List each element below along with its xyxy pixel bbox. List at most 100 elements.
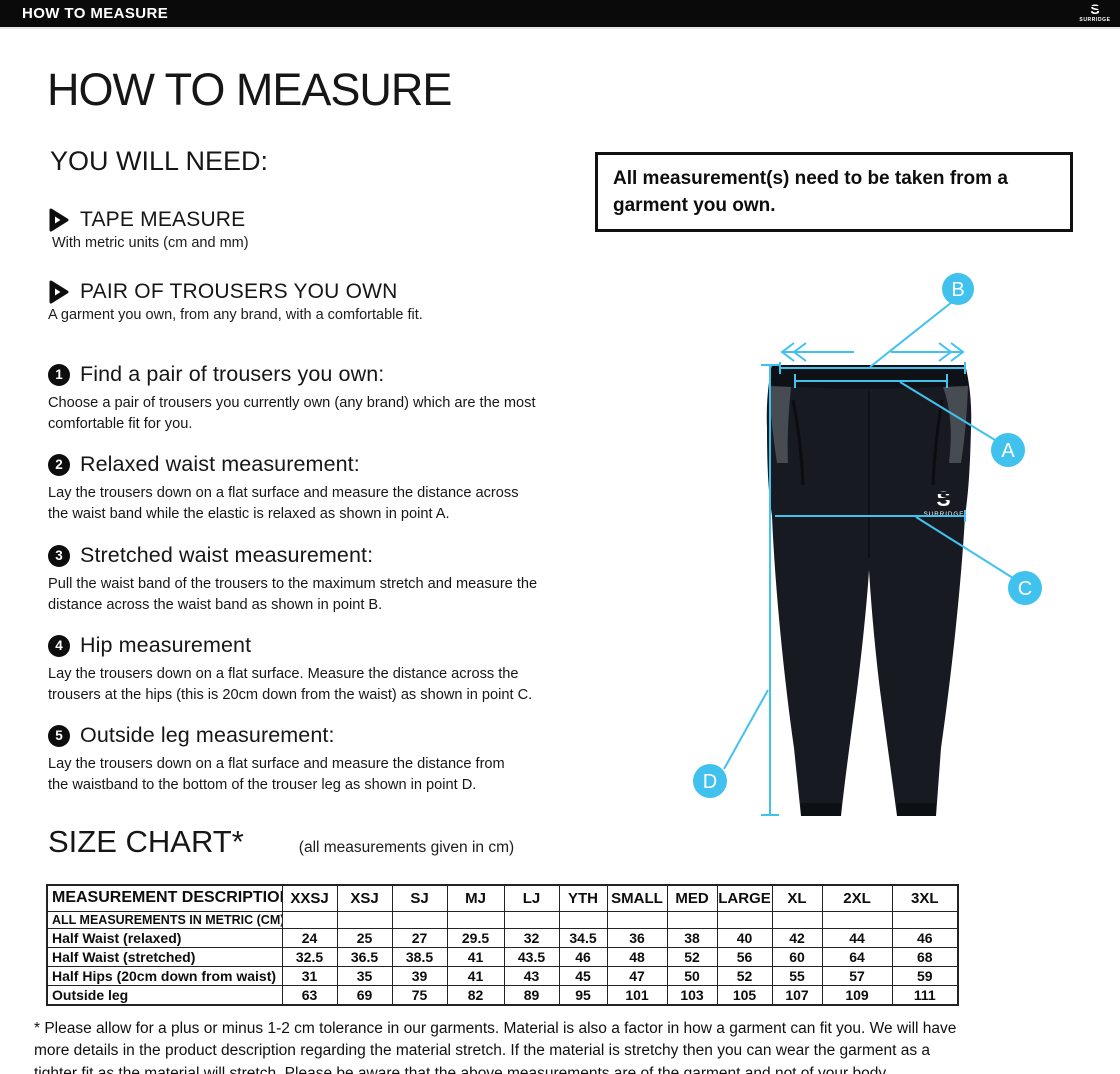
size-chart-header-row: MEASUREMENT DESCRIPTION XXSJ XSJ SJ MJ LJ YTH S…: [46, 884, 959, 912]
trousers-side-panel-right: [943, 386, 968, 463]
step-title: Hip measurement: [80, 633, 252, 657]
step-3: 3 Stretched waist measurement: Pull the w…: [48, 543, 568, 617]
play-triangle-icon: [49, 208, 69, 232]
column-header-size: LARGE: [716, 884, 773, 912]
empty-cell: [281, 910, 338, 929]
measurement-value: 46: [558, 946, 608, 967]
trousers-side-panel-left: [769, 386, 791, 463]
trousers-measurement-diagram: S SURRIDGE: [693, 273, 1042, 816]
measurement-annotations: [723, 301, 1014, 816]
step-2: 2 Relaxed waist measurement: Lay the trou…: [48, 452, 568, 526]
step-title: Stretched waist measurement:: [80, 543, 374, 567]
measurement-value: 48: [606, 946, 668, 967]
svg-text:D: D: [703, 771, 717, 793]
top-bar-title: HOW TO MEASURE: [22, 5, 169, 22]
column-header-size: XL: [771, 884, 823, 912]
measurement-value: 95: [558, 984, 608, 1005]
empty-cell: [716, 910, 773, 929]
column-header-size: LJ: [503, 884, 560, 912]
step-number-badge: 5: [48, 724, 70, 747]
measurement-value: 25: [336, 927, 393, 948]
measurement-value: 27: [391, 927, 448, 948]
measurement-value: 57: [821, 965, 893, 986]
page-title: HOW TO MEASURE: [47, 64, 452, 115]
measurement-value: 52: [666, 946, 718, 967]
empty-cell: [558, 910, 608, 929]
measurement-value: 63: [281, 984, 338, 1005]
step-title: Find a pair of trousers you own:: [80, 362, 385, 386]
need-item-tape-measure: TAPE MEASURE With metric units (cm and m…: [48, 208, 249, 251]
table-row: Outside leg 63 69 75 82 89 95 101 103 105 107 109 11…: [46, 984, 959, 1005]
empty-cell: [606, 910, 668, 929]
column-header-size: YTH: [558, 884, 608, 912]
column-header-size: XSJ: [336, 884, 393, 912]
measurement-value: 101: [606, 984, 668, 1005]
row-label: Outside leg: [46, 984, 283, 1005]
point-b-marker: B: [942, 273, 974, 305]
measurement-value: 36: [606, 927, 668, 948]
column-header-size: 3XL: [891, 884, 959, 912]
step-description: Choose a pair of trousers you currently …: [48, 395, 536, 433]
column-header-description: MEASUREMENT DESCRIPTION: [46, 884, 283, 912]
measurement-value: 82: [446, 984, 505, 1005]
row-label: Half Hips (20cm down from waist): [46, 965, 283, 986]
row-label: Half Waist (stretched): [46, 946, 283, 967]
surridge-s-icon: S: [1078, 2, 1112, 16]
point-a-marker: A: [991, 433, 1025, 467]
measurement-value: 43: [503, 965, 560, 986]
step-description: Lay the trousers down on a flat surface …: [48, 756, 505, 794]
empty-cell: [666, 910, 718, 929]
measurement-value: 75: [391, 984, 448, 1005]
empty-cell: [891, 910, 959, 929]
measurement-value: 52: [716, 965, 773, 986]
measurement-value: 39: [391, 965, 448, 986]
measurement-note-box: All measurement(s) need to be taken from…: [595, 152, 1073, 232]
table-row: Half Hips (20cm down from waist) 31 35 39 41…: [46, 965, 959, 986]
need-item-description: With metric units (cm and mm): [52, 235, 249, 251]
surridge-logo: S SURRIDGE: [1078, 2, 1112, 27]
you-will-need-heading: YOU WILL NEED:: [50, 146, 269, 176]
size-chart-table: MEASUREMENT DESCRIPTION XXSJ XSJ SJ MJ LJ YTH S…: [46, 884, 959, 1006]
measurement-value: 31: [281, 965, 338, 986]
column-header-size: MJ: [446, 884, 505, 912]
size-chart-subheading: (all measurements given in cm): [298, 839, 515, 856]
measurement-value: 36.5: [336, 946, 393, 967]
step-number-badge: 1: [48, 363, 70, 386]
need-item-trousers: PAIR OF TROUSERS YOU OWN A garment you o…: [48, 280, 423, 323]
top-bar: HOW TO MEASURE S SURRIDGE: [0, 0, 1120, 29]
step-title: Relaxed waist measurement:: [80, 452, 360, 476]
measurement-value: 64: [821, 946, 893, 967]
need-item-label: PAIR OF TROUSERS YOU OWN: [80, 280, 398, 303]
table-row: Half Waist (relaxed) 24 25 27 29.5 32 34.5 36 38…: [46, 927, 959, 948]
measurement-value: 50: [666, 965, 718, 986]
need-item-label: TAPE MEASURE: [80, 208, 246, 231]
measurement-value: 40: [716, 927, 773, 948]
play-triangle-icon: [49, 280, 69, 304]
tolerance-footnote: * Please allow for a plus or minus 1-2 c…: [34, 1020, 957, 1074]
step-number-badge: 3: [48, 544, 70, 567]
step-4: 4 Hip measurement Lay the trousers down o…: [48, 633, 568, 707]
measurement-value: 55: [771, 965, 823, 986]
column-header-size: MED: [666, 884, 718, 912]
point-c-marker: C: [1008, 571, 1042, 605]
measurement-value: 35: [336, 965, 393, 986]
measurement-value: 107: [771, 984, 823, 1005]
step-description: Lay the trousers down on a flat surface …: [48, 485, 519, 523]
measurement-value: 103: [666, 984, 718, 1005]
svg-text:B: B: [951, 279, 964, 301]
trousers-graphic: S SURRIDGE: [766, 365, 972, 816]
step-title: Outside leg measurement:: [80, 723, 335, 747]
measurement-value: 34.5: [558, 927, 608, 948]
measurement-value: 43.5: [503, 946, 560, 967]
table-row: Half Waist (stretched) 32.5 36.5 38.5 41 43.5…: [46, 946, 959, 967]
measurement-value: 29.5: [446, 927, 505, 948]
step-description: Pull the waist band of the trousers to t…: [48, 576, 538, 614]
metric-note-label: ALL MEASUREMENTS IN METRIC (CM): [46, 910, 283, 929]
need-item-description: A garment you own, from any brand, with …: [48, 307, 423, 323]
measurement-value: 38.5: [391, 946, 448, 967]
step-5: 5 Outside leg measurement: Lay the trouse…: [48, 723, 568, 797]
measurement-value: 45: [558, 965, 608, 986]
measurement-value: 41: [446, 946, 505, 967]
empty-cell: [771, 910, 823, 929]
